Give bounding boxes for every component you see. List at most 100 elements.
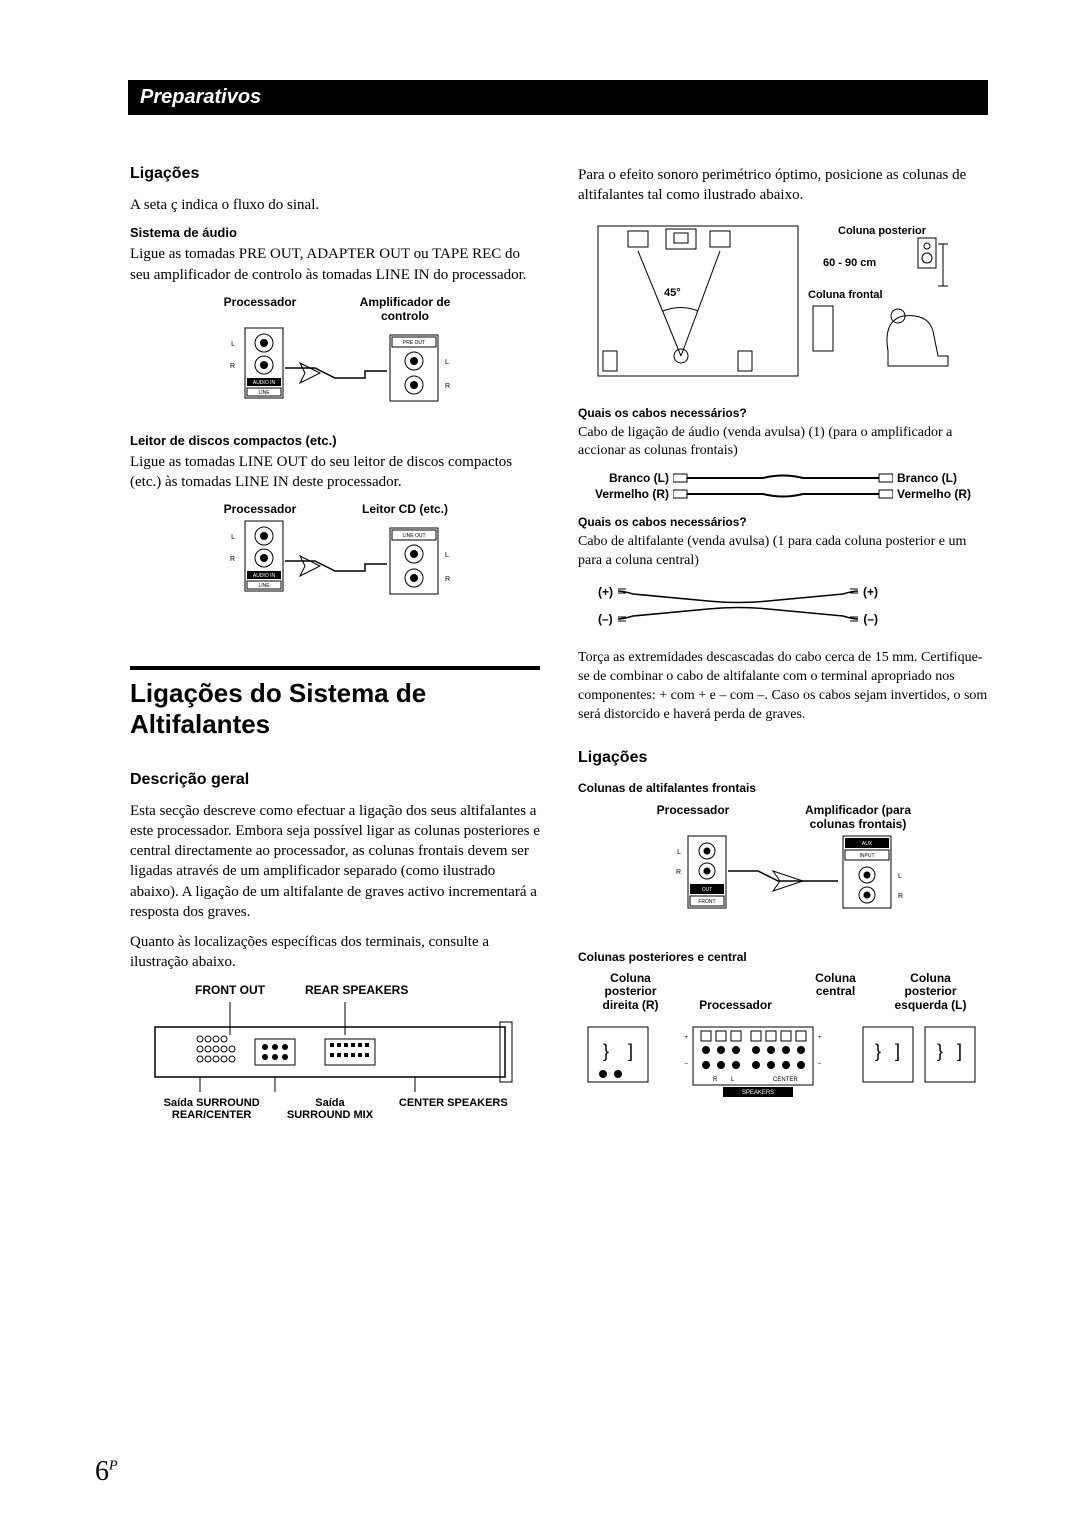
- label-branco-right: Branco (L): [897, 471, 957, 485]
- diagram-system: Processador Amplificador de controlo L R…: [205, 295, 465, 413]
- diagram-audio-cable: Branco (L) Branco (L) Vermelho (R) Verme…: [578, 471, 988, 501]
- svg-text:R: R: [898, 893, 903, 900]
- svg-text:OUT: OUT: [702, 887, 713, 893]
- heading-descricao: Descrição geral: [130, 771, 540, 789]
- svg-text:+: +: [684, 1035, 688, 1041]
- right-column: Para o efeito sonoro perimétrico óptimo,…: [578, 165, 988, 1142]
- svg-text:60 - 90 cm: 60 - 90 cm: [823, 257, 876, 269]
- svg-text:SPEAKERS: SPEAKERS: [742, 1090, 774, 1096]
- heading-sistema-audio: Sistema de áudio: [130, 225, 540, 240]
- svg-text:AUX: AUX: [862, 841, 873, 847]
- svg-text:R: R: [445, 383, 450, 390]
- svg-text:R: R: [230, 556, 235, 563]
- label-saida-surround: Saída SURROUND REAR/CENTER: [152, 1097, 272, 1122]
- heading-posteriores: Colunas posteriores e central: [578, 950, 988, 964]
- svg-text:(+): (+): [863, 585, 878, 599]
- label-processador3: Processador: [633, 803, 753, 831]
- diagram-rear-svg: }] }] }] ++ ––: [583, 1017, 983, 1107]
- svg-text:(+): (+): [598, 585, 613, 599]
- label-amplificador: Amplificador de controlo: [345, 295, 465, 323]
- label-amp-front: Amplificador (para colunas frontais): [783, 803, 933, 831]
- label-rear-speakers: REAR SPEAKERS: [305, 983, 408, 997]
- diagram-front-svg: L R OUT FRONT AUX INPUT L R: [633, 831, 933, 926]
- svg-text:]: ]: [957, 1041, 962, 1061]
- label-branco-left: Branco (L): [609, 471, 669, 485]
- svg-text:–: –: [685, 1061, 689, 1067]
- divider: [130, 666, 540, 670]
- svg-text:AUDIO IN: AUDIO IN: [253, 573, 276, 579]
- svg-text:L: L: [677, 849, 681, 856]
- svg-text:CENTER: CENTER: [773, 1077, 798, 1083]
- svg-text:+: +: [818, 1035, 822, 1041]
- svg-text:L: L: [731, 1077, 735, 1083]
- heading-ligacoes: Ligações: [130, 165, 540, 183]
- svg-text:L: L: [231, 341, 235, 348]
- diagram-front-speakers: Processador Amplificador (para colunas f…: [633, 803, 933, 926]
- paragraph-cables2: Cabo de altifalante (venda avulsa) (1 pa…: [578, 533, 988, 571]
- paragraph-descr1: Esta secção descreve como efectuar a lig…: [130, 801, 540, 923]
- svg-text:LINE OUT: LINE OUT: [402, 533, 425, 539]
- svg-text:INPUT: INPUT: [860, 853, 875, 859]
- diagram-room-svg: 45° Coluna posterior 60 - 90 cm Coluna f…: [588, 216, 978, 386]
- heading-speaker-system: Ligações do Sistema de Altifalantes: [130, 678, 540, 740]
- diagram-system-svg: L R AUDIO IN LINE PRE OUT LR: [205, 323, 465, 413]
- label-front-out: FRONT OUT: [195, 983, 265, 997]
- svg-text:R: R: [676, 869, 681, 876]
- paragraph-intro-right: Para o efeito sonoro perimétrico óptimo,…: [578, 165, 988, 206]
- paragraph-cables1: Cabo de ligação de áudio (venda avulsa) …: [578, 424, 988, 462]
- diagram-room: 45° Coluna posterior 60 - 90 cm Coluna f…: [588, 216, 978, 386]
- label-center-speakers: CENTER SPEAKERS: [388, 1097, 518, 1122]
- label-saida-mix: Saída SURROUND MIX: [285, 1097, 375, 1122]
- svg-text:L: L: [231, 534, 235, 541]
- two-column-layout: Ligações A seta ç indica o fluxo do sina…: [130, 165, 990, 1142]
- label-col-l: Coluna posterior esquerda (L): [886, 972, 976, 1013]
- paragraph-sistema: Ligue as tomadas PRE OUT, ADAPTER OUT ou…: [130, 244, 540, 285]
- heading-leitor: Leitor de discos compactos (etc.): [130, 433, 540, 448]
- svg-text:}: }: [603, 1041, 609, 1061]
- svg-text:AUDIO IN: AUDIO IN: [253, 380, 276, 386]
- paragraph-torca: Torça as extremidades descascadas do cab…: [578, 649, 988, 725]
- heading-cables1: Quais os cabos necessários?: [578, 406, 988, 420]
- label-col-c: Coluna central: [801, 972, 871, 1013]
- page-number: 6P: [95, 1456, 118, 1488]
- svg-text:45°: 45°: [664, 287, 681, 299]
- label-processador: Processador: [205, 295, 315, 323]
- heading-cables2: Quais os cabos necessários?: [578, 515, 988, 529]
- paragraph-leitor: Ligue as tomadas LINE OUT do seu leitor …: [130, 452, 540, 493]
- svg-text:FRONT: FRONT: [698, 899, 715, 905]
- heading-frontais: Colunas de altifalantes frontais: [578, 781, 988, 795]
- svg-text:R: R: [230, 363, 235, 370]
- section-banner: Preparativos: [128, 80, 988, 115]
- label-proc4: Processador: [686, 999, 786, 1013]
- svg-text:–: –: [818, 1061, 822, 1067]
- svg-text:LINE: LINE: [258, 390, 270, 396]
- label-vermelho-right: Vermelho (R): [897, 487, 971, 501]
- svg-text:L: L: [898, 873, 902, 880]
- svg-text:Coluna frontal: Coluna frontal: [808, 289, 883, 301]
- label-processador2: Processador: [205, 502, 315, 516]
- paragraph-descr2: Quanto às localizações específicas dos t…: [130, 932, 540, 973]
- svg-text:R: R: [713, 1077, 718, 1083]
- svg-text:(–): (–): [598, 612, 613, 626]
- svg-text:LINE: LINE: [258, 583, 270, 589]
- svg-text:(–): (–): [863, 612, 878, 626]
- svg-text:Coluna posterior: Coluna posterior: [838, 225, 927, 237]
- diagram-speaker-cable: (+) (+) (–) (–): [578, 581, 988, 631]
- paragraph-seta: A seta ç indica o fluxo do sinal.: [130, 195, 540, 215]
- page-number-superscript: P: [109, 1459, 118, 1474]
- diagram-rear-center: Coluna posterior direita (R) Processador…: [583, 972, 983, 1107]
- svg-text:L: L: [445, 552, 449, 559]
- page-number-value: 6: [95, 1456, 109, 1487]
- label-vermelho-left: Vermelho (R): [595, 487, 669, 501]
- diagram-terminals-svg: [145, 997, 525, 1097]
- left-column: Ligações A seta ç indica o fluxo do sina…: [130, 165, 540, 1142]
- diagram-cd: Processador Leitor CD (etc.) L R AUDIO IN…: [205, 502, 465, 606]
- diagram-cd-svg: LR AUDIO IN LINE LINE OUT LR: [205, 516, 465, 606]
- label-col-r: Coluna posterior direita (R): [591, 972, 671, 1013]
- label-cd: Leitor CD (etc.): [345, 502, 465, 516]
- svg-text:L: L: [445, 359, 449, 366]
- diagram-terminals: FRONT OUT REAR SPEAKERS: [145, 983, 525, 1122]
- svg-text:}: }: [875, 1041, 881, 1061]
- svg-text:]: ]: [628, 1041, 633, 1061]
- svg-text:}: }: [937, 1041, 943, 1061]
